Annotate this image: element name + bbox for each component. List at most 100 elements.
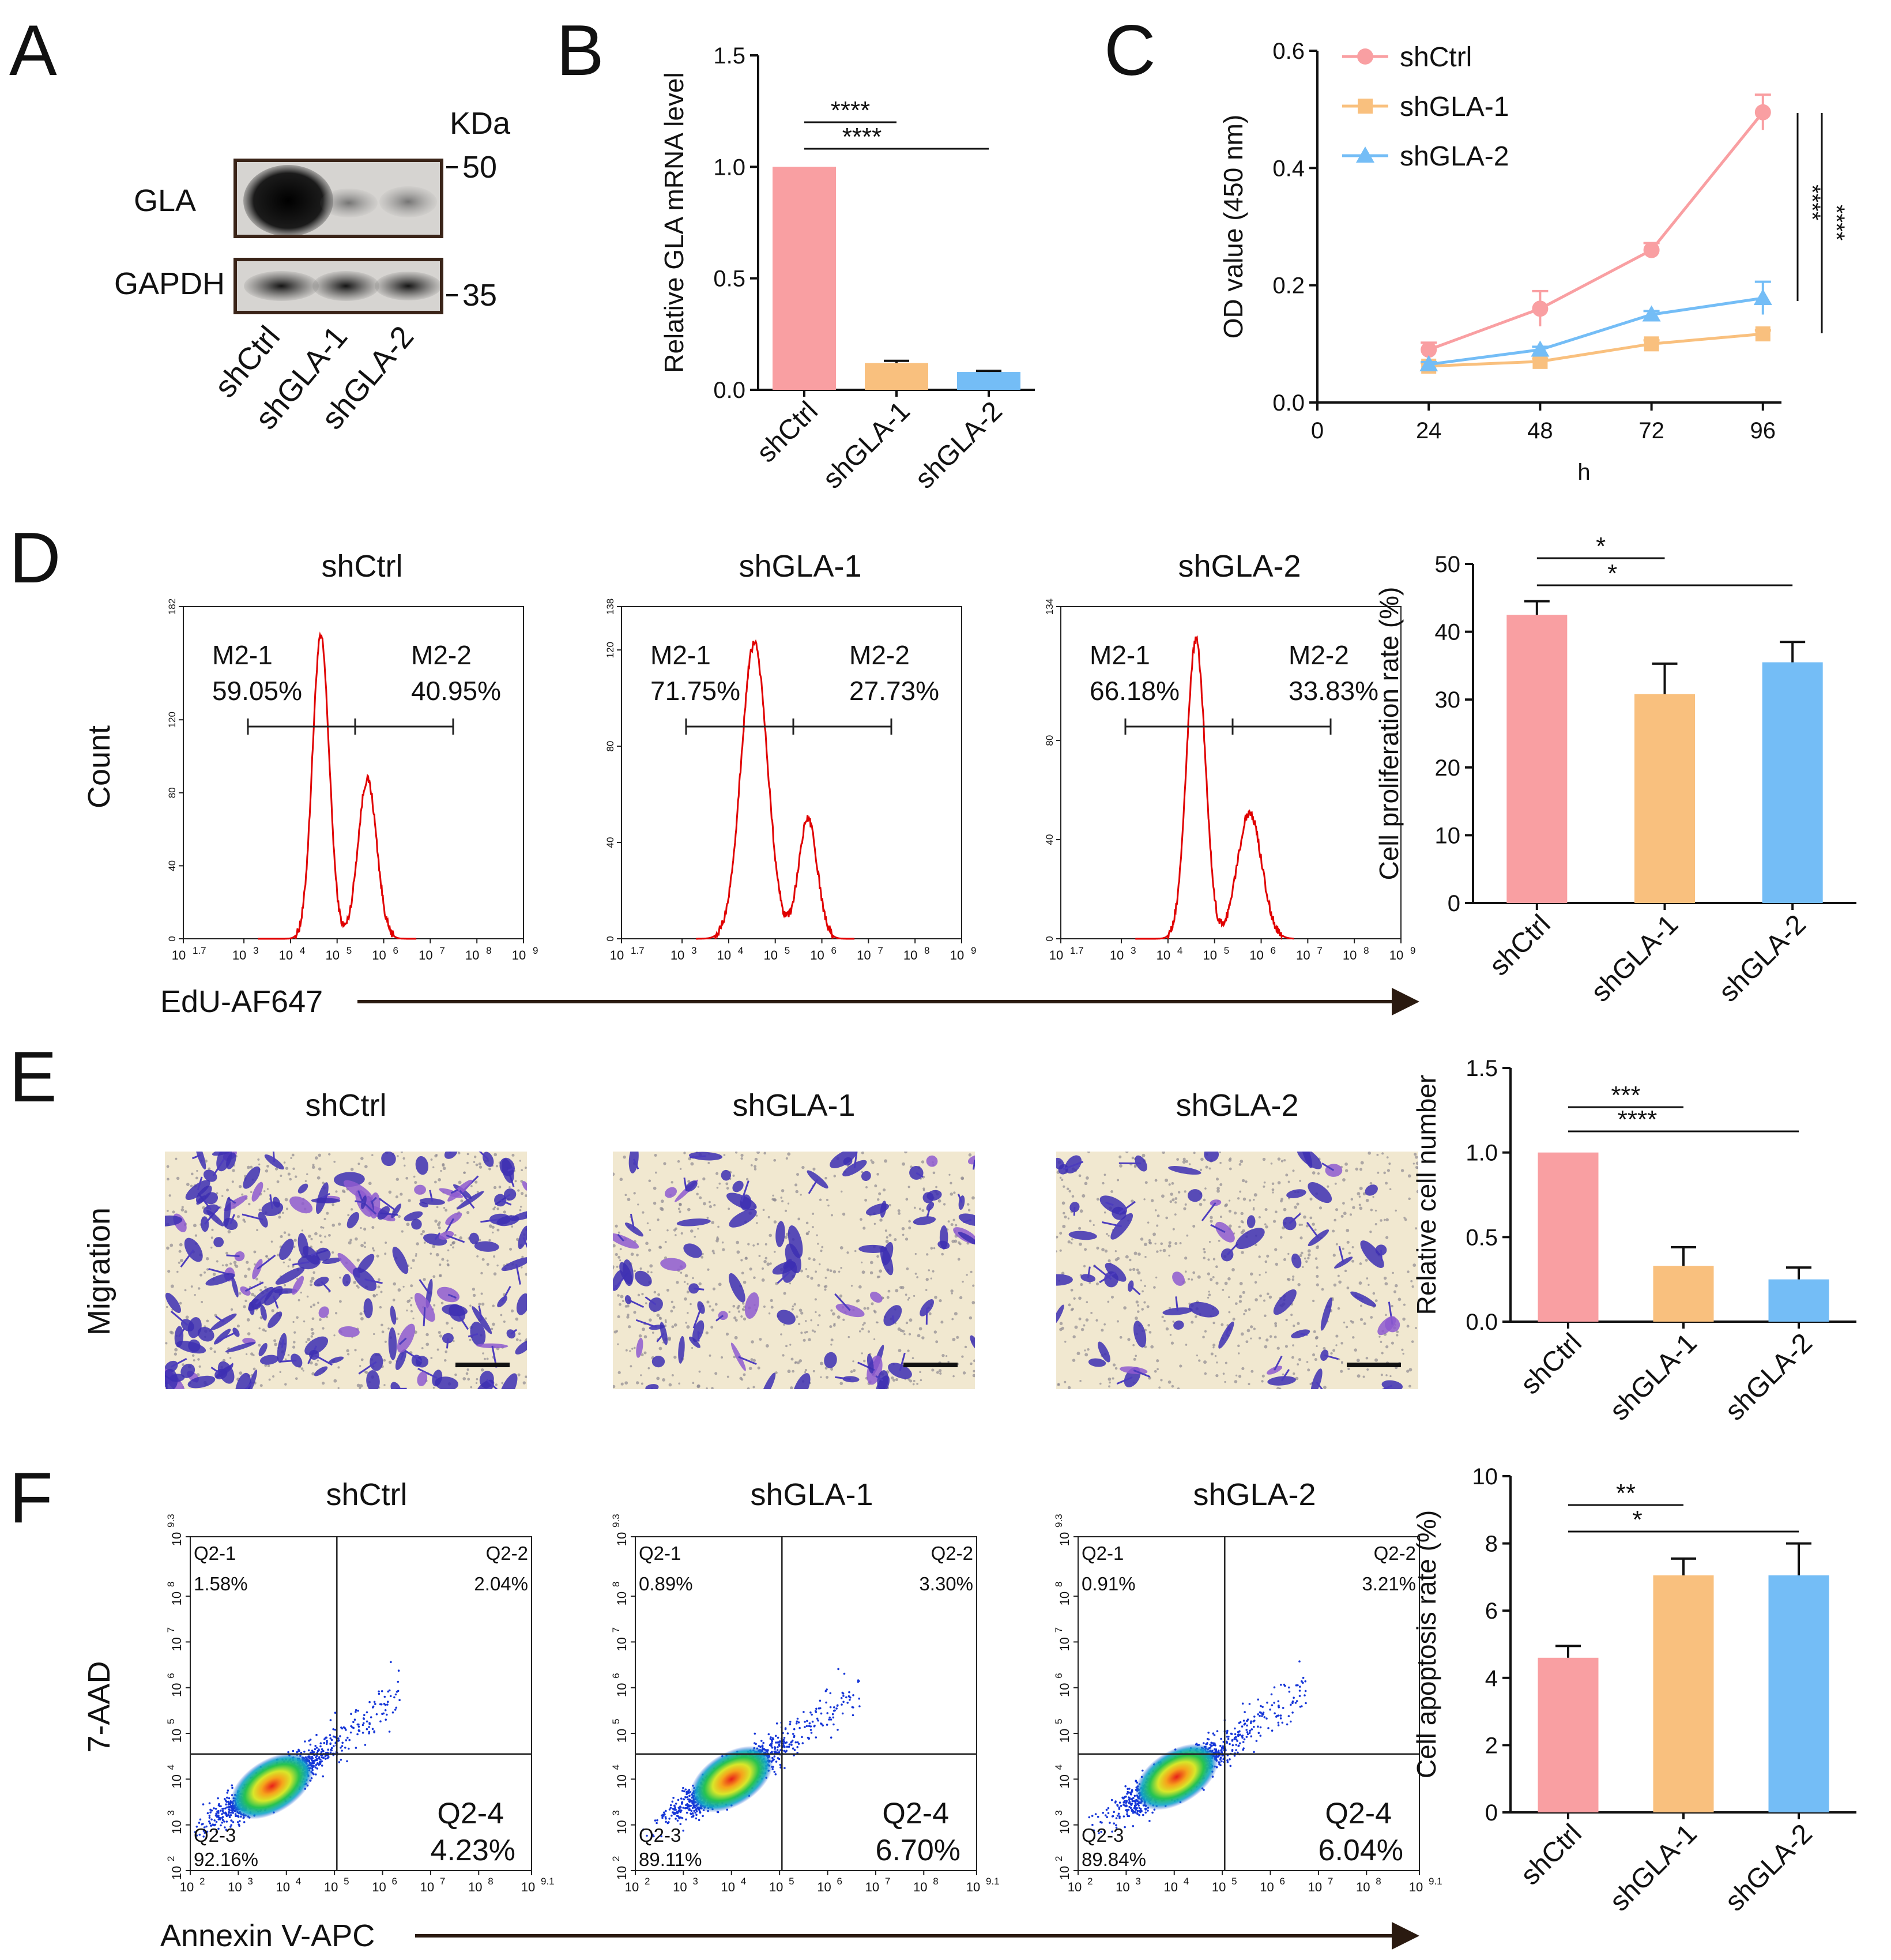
pore bbox=[295, 1175, 297, 1178]
pore bbox=[1396, 1330, 1399, 1333]
pore bbox=[905, 1198, 909, 1201]
pore bbox=[1212, 1344, 1216, 1347]
pore bbox=[698, 1370, 701, 1373]
pore bbox=[961, 1355, 964, 1358]
pore bbox=[343, 1190, 346, 1194]
pore bbox=[1283, 1207, 1287, 1212]
pore bbox=[1167, 1244, 1171, 1248]
x-tick-exp: 8 bbox=[488, 1876, 493, 1887]
pore bbox=[863, 1322, 866, 1325]
y-tick-label: 0.5 bbox=[1466, 1225, 1498, 1250]
stained-cell bbox=[1308, 1182, 1332, 1203]
y-tick-label: 50 bbox=[1435, 552, 1461, 577]
pore bbox=[379, 1306, 382, 1309]
pore bbox=[797, 1217, 801, 1221]
event-dot bbox=[198, 1833, 201, 1836]
pore bbox=[248, 1202, 251, 1206]
pore bbox=[742, 1308, 745, 1312]
pore bbox=[460, 1199, 464, 1203]
pore bbox=[1347, 1367, 1350, 1371]
y-tick-exp: 2 bbox=[611, 1856, 621, 1861]
x-tick-label: 10 bbox=[1049, 948, 1063, 962]
pore bbox=[747, 1243, 750, 1246]
pore bbox=[725, 1333, 729, 1336]
pore bbox=[300, 1367, 304, 1370]
pore bbox=[812, 1167, 816, 1171]
stained-cell bbox=[861, 1171, 871, 1182]
cell-process bbox=[835, 1376, 852, 1380]
stained-cell bbox=[1365, 1184, 1378, 1196]
pore bbox=[1154, 1243, 1157, 1245]
pore bbox=[284, 1383, 287, 1386]
event-dot bbox=[217, 1818, 220, 1820]
pore bbox=[790, 1386, 793, 1389]
x-tick-exp: 9 bbox=[1410, 945, 1415, 956]
stained-cell bbox=[297, 1183, 308, 1194]
event-dot bbox=[287, 1751, 289, 1754]
pore bbox=[826, 1198, 828, 1201]
pore bbox=[206, 1256, 209, 1261]
cell-process bbox=[400, 1352, 405, 1360]
pore bbox=[250, 1191, 253, 1194]
pore bbox=[1269, 1335, 1272, 1338]
pore bbox=[1071, 1195, 1075, 1198]
cell-process bbox=[690, 1155, 706, 1158]
stained-cell bbox=[381, 1152, 396, 1167]
event-dot bbox=[210, 1818, 213, 1821]
y-tick-exp: 3 bbox=[611, 1810, 621, 1815]
pore bbox=[709, 1305, 711, 1308]
pore bbox=[709, 1354, 711, 1357]
pore bbox=[1125, 1255, 1129, 1259]
pore bbox=[401, 1230, 404, 1233]
pore bbox=[1412, 1263, 1417, 1267]
event-dot bbox=[357, 1729, 360, 1732]
pore bbox=[466, 1153, 469, 1156]
pore bbox=[406, 1222, 410, 1227]
pore bbox=[1219, 1183, 1223, 1186]
pore bbox=[812, 1370, 815, 1372]
pore bbox=[280, 1175, 282, 1177]
pore bbox=[410, 1310, 413, 1313]
pore bbox=[195, 1176, 198, 1180]
pore bbox=[897, 1327, 901, 1331]
pore bbox=[311, 1372, 315, 1376]
pore bbox=[406, 1300, 410, 1303]
pore bbox=[438, 1226, 441, 1229]
cell-process bbox=[417, 1367, 438, 1379]
x-tick-label: shCtrl bbox=[1484, 909, 1557, 981]
pore bbox=[1280, 1199, 1283, 1203]
pore bbox=[1197, 1275, 1201, 1279]
pore bbox=[484, 1357, 486, 1360]
pore bbox=[1312, 1353, 1316, 1357]
pore bbox=[363, 1242, 366, 1244]
event-dot bbox=[642, 1828, 645, 1831]
pore bbox=[838, 1270, 841, 1273]
q4-percent: 4.23% bbox=[431, 1834, 515, 1867]
pore bbox=[1385, 1314, 1387, 1316]
pore bbox=[333, 1379, 337, 1383]
pore bbox=[884, 1229, 887, 1232]
pore bbox=[333, 1334, 336, 1337]
pore bbox=[1298, 1223, 1301, 1227]
pore bbox=[690, 1162, 694, 1166]
pore bbox=[174, 1352, 178, 1356]
event-dot bbox=[345, 1729, 347, 1731]
pore bbox=[480, 1368, 484, 1372]
y-tick-label: 10 bbox=[169, 1820, 184, 1834]
pore bbox=[673, 1356, 677, 1359]
pore bbox=[308, 1235, 311, 1238]
stained-cell bbox=[165, 1368, 178, 1389]
pore bbox=[206, 1319, 209, 1323]
pore bbox=[903, 1333, 906, 1335]
pore bbox=[1263, 1299, 1266, 1302]
pore bbox=[306, 1295, 309, 1298]
pore bbox=[1279, 1236, 1283, 1239]
pore bbox=[850, 1370, 853, 1374]
pore bbox=[815, 1311, 817, 1314]
pore bbox=[641, 1382, 643, 1385]
pore bbox=[653, 1291, 657, 1294]
pore bbox=[444, 1359, 447, 1362]
pore bbox=[380, 1291, 383, 1293]
pore bbox=[1391, 1341, 1394, 1345]
pore bbox=[213, 1350, 216, 1353]
